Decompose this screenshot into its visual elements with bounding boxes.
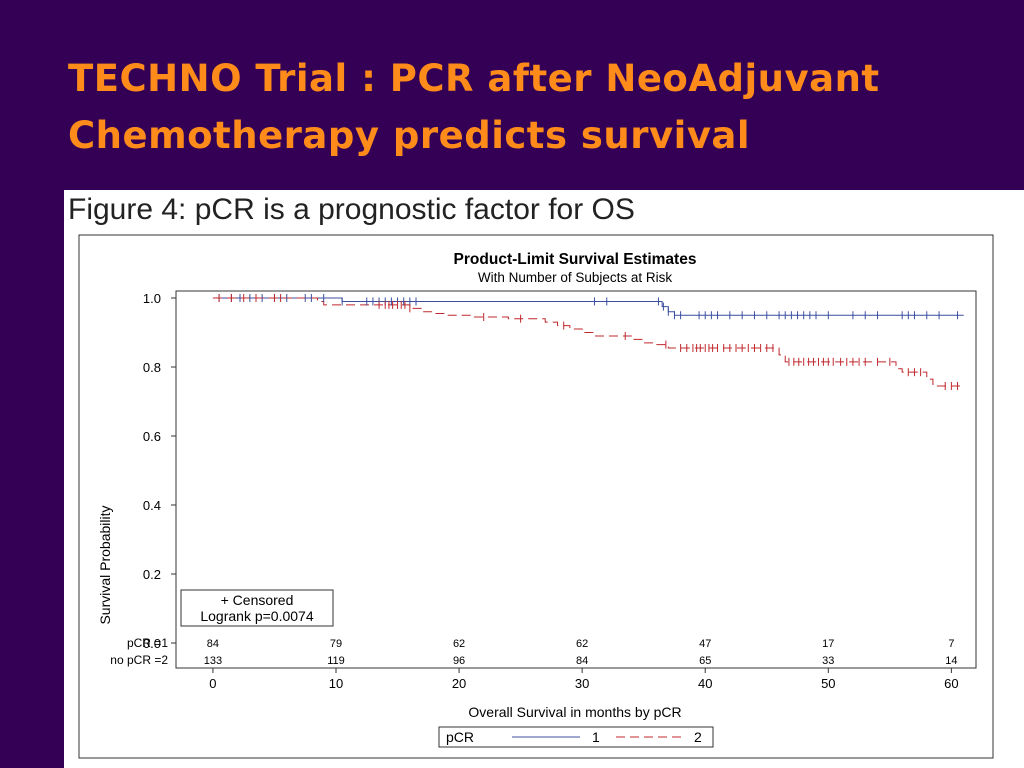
slide-title-line-1: TECHNO Trial : PCR after NeoAdjuvant: [68, 57, 880, 100]
slide-title: TECHNO Trial : PCR after NeoAdjuvant Che…: [68, 50, 1008, 164]
legend-label-1: 1: [592, 729, 600, 745]
slide-title-line-2: Chemotherapy predicts survival: [68, 114, 751, 157]
at-risk-value: 62: [453, 638, 465, 650]
y-tick-label: 0.8: [143, 360, 161, 375]
plot-area: [175, 290, 977, 669]
x-axis: 0 10 20 30 40 50 60: [209, 668, 959, 691]
x-tick-label: 60: [944, 676, 958, 691]
legend-label-2: 2: [694, 729, 702, 745]
legend-title: pCR: [446, 729, 474, 745]
y-tick-label: 0.4: [143, 498, 161, 513]
at-risk-value: 62: [576, 638, 588, 650]
at-risk-value: 17: [822, 638, 834, 650]
at-risk-value: 84: [207, 638, 219, 650]
censored-marks-layer: [218, 294, 959, 390]
axes-layer: 0.0 0.2 0.4 0.6 0.8 1.0: [143, 291, 176, 651]
x-axis-label: Overall Survival in months by pCR: [468, 704, 681, 720]
figure-panel: Figure 4: pCR is a prognostic factor for…: [64, 190, 1024, 768]
y-tick-label: 1.0: [143, 291, 161, 306]
chart-frame: [78, 234, 994, 759]
at-risk-value: 84: [576, 655, 588, 667]
chart-subtitle: With Number of Subjects at Risk: [478, 270, 673, 285]
at-risk-value: 133: [204, 655, 222, 667]
at-risk-value: 96: [453, 655, 465, 667]
x-tick-label: 40: [698, 676, 712, 691]
at-risk-value: 33: [822, 655, 834, 667]
legend: pCR 1 2: [438, 726, 714, 748]
at-risk-row-label: no pCR =2: [110, 653, 168, 667]
chart-title: Product-Limit Survival Estimates: [454, 251, 697, 268]
survival-curve-2: [212, 297, 964, 387]
x-tick-label: 50: [821, 676, 835, 691]
inset-box: [180, 589, 334, 627]
at-risk-value: 14: [945, 655, 957, 667]
y-tick-label: 0.6: [143, 429, 161, 444]
y-tick-label: 0.0: [143, 636, 161, 651]
at-risk-value: 65: [699, 655, 711, 667]
at-risk-value: 7: [948, 638, 954, 650]
at-risk-value: 119: [327, 655, 345, 667]
y-axis-label: Survival Probability: [97, 505, 113, 624]
x-tick-label: 30: [575, 676, 589, 691]
x-tick-label: 10: [329, 676, 343, 691]
figure-caption: Figure 4: pCR is a prognostic factor for…: [68, 193, 635, 226]
at-risk-row-label: pCR =1: [127, 636, 168, 650]
x-tick-label: 0: [209, 676, 216, 691]
censored-note: + Censored: [221, 592, 294, 608]
at-risk-table: pCR =1 84 79 62 62 47 17 7 no pCR =2 133 119 96 84 65…: [110, 636, 957, 667]
y-tick-label: 0.2: [143, 567, 161, 582]
logrank-note: Logrank p=0.0074: [200, 608, 313, 624]
at-risk-value: 79: [330, 638, 342, 650]
survival-chart: Product-Limit Survival Estimates With Nu…: [78, 234, 994, 759]
at-risk-value: 47: [699, 638, 711, 650]
x-tick-label: 20: [452, 676, 466, 691]
